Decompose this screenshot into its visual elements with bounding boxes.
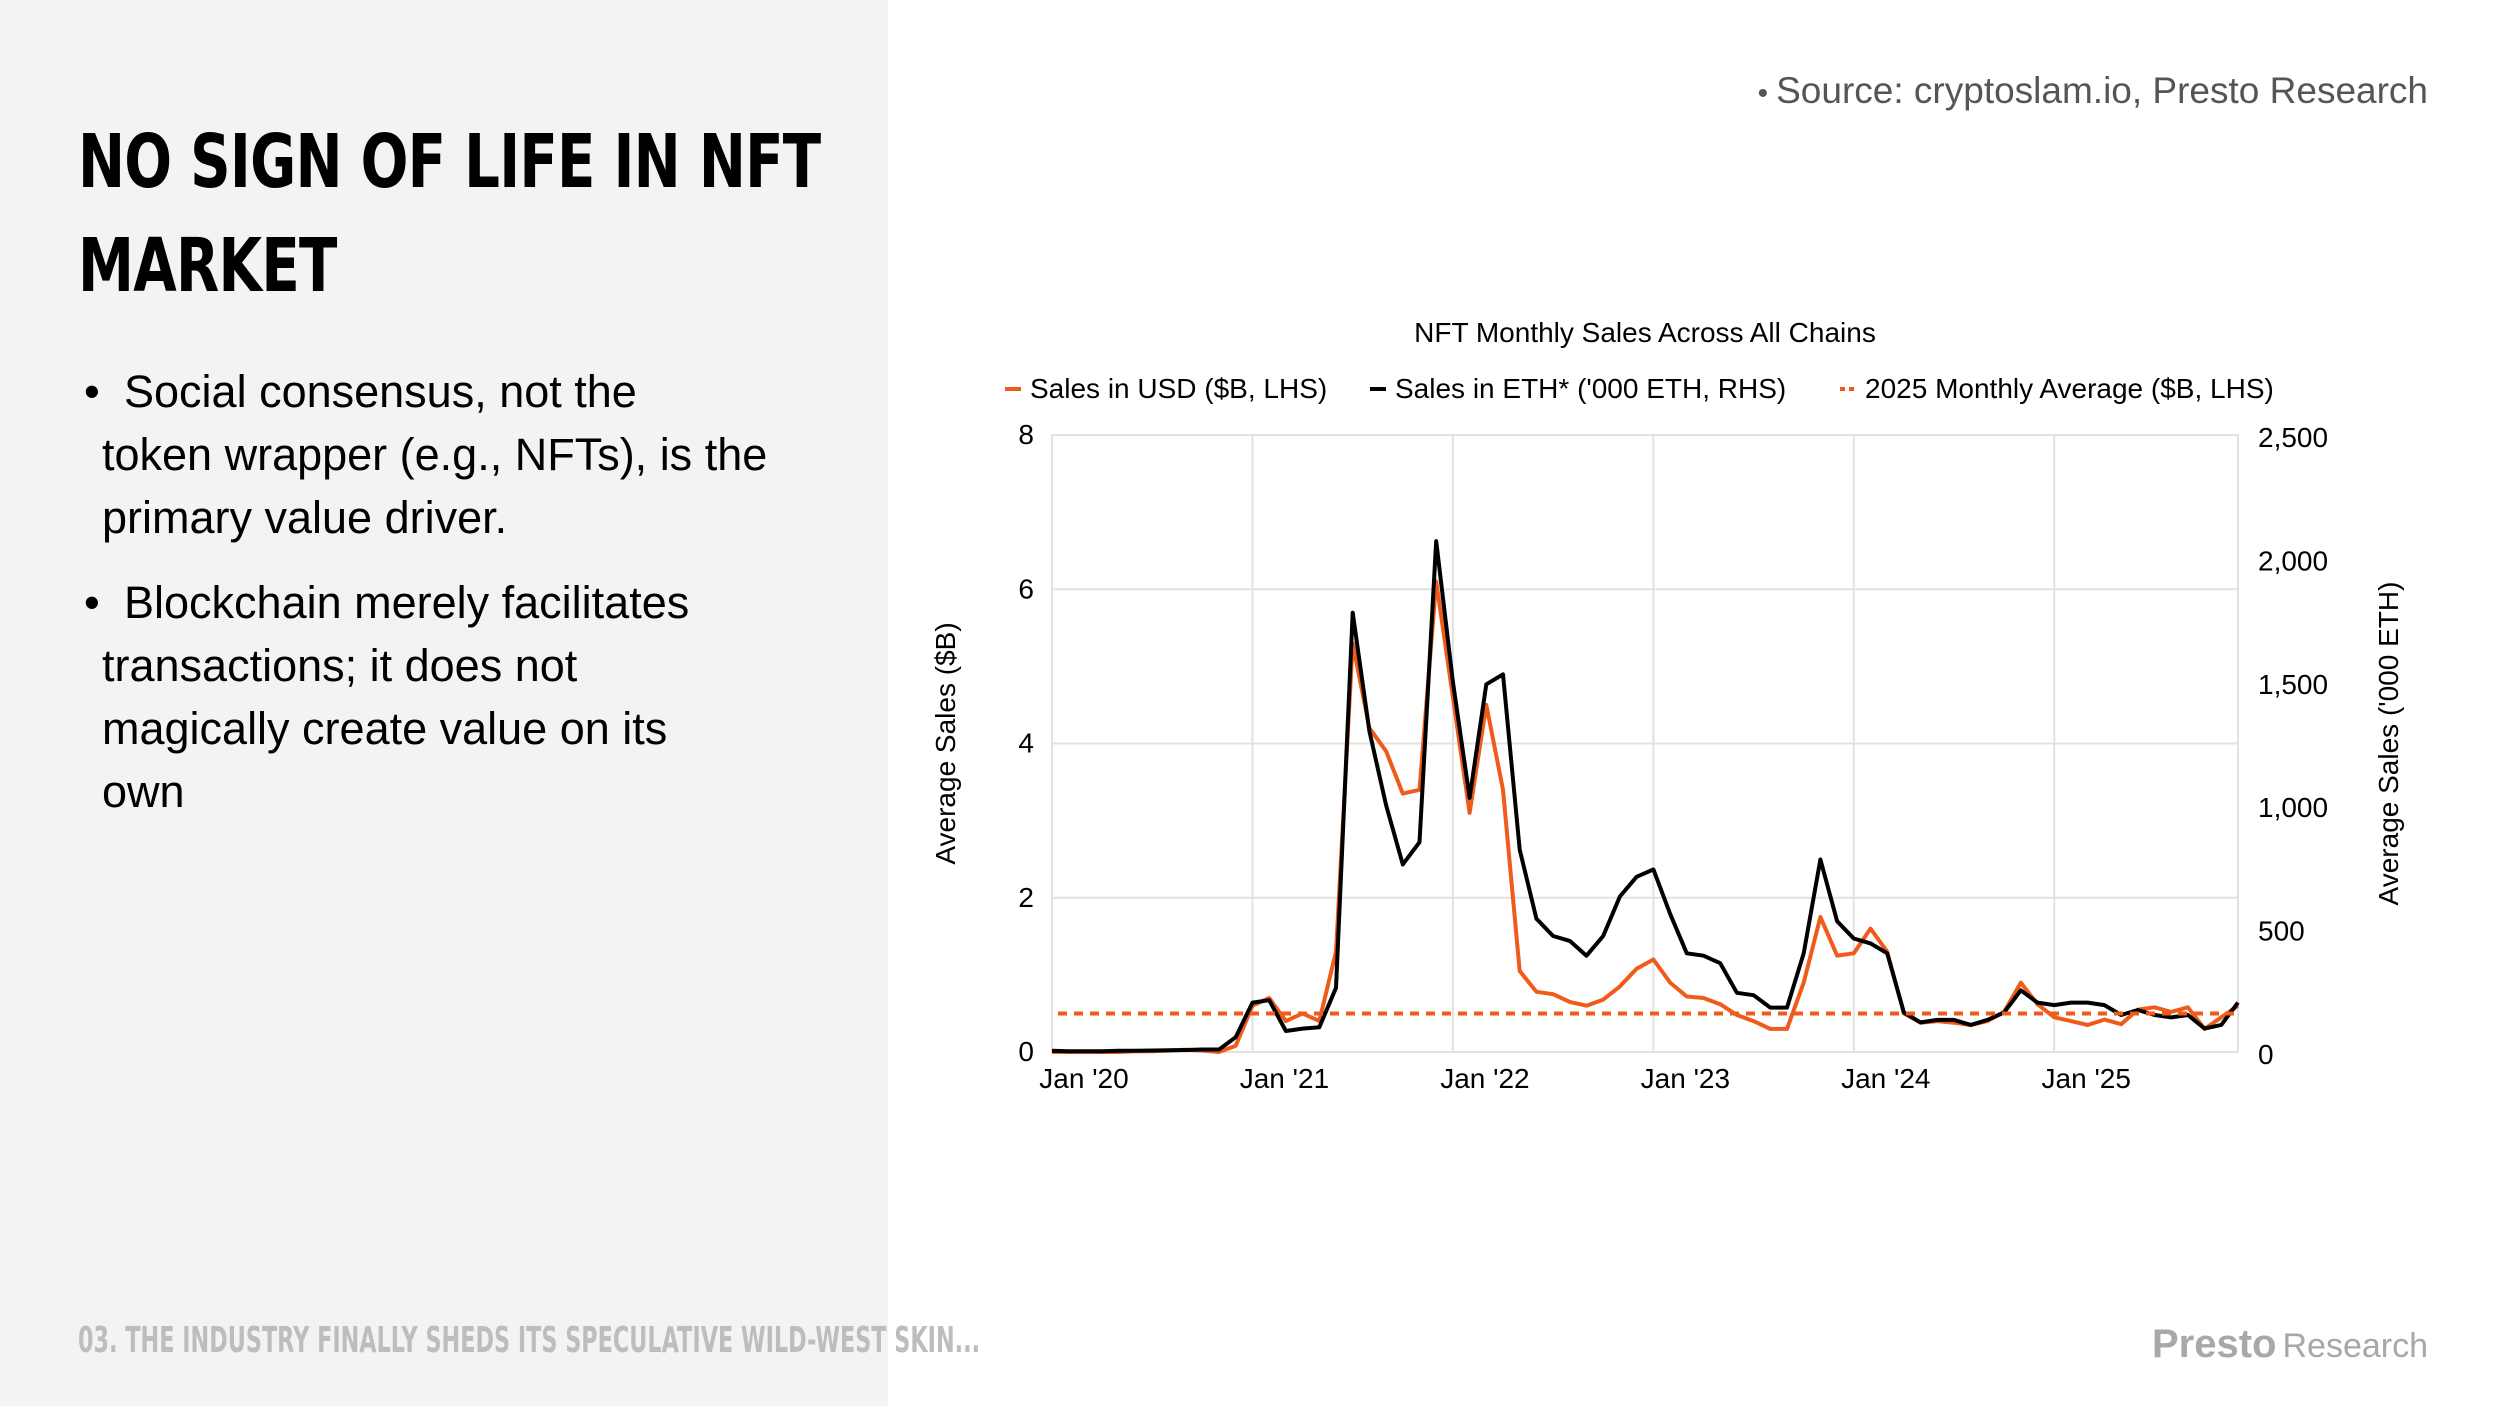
slide-title: NO SIGN OF LIFE IN NFT MARKET [78, 110, 821, 318]
y-tick-label-left: 6 [1018, 573, 1034, 604]
bullet-item: • Blockchain merely facilitates transact… [80, 571, 840, 823]
bullet-dot: • [84, 366, 100, 417]
y-axis-title-right: Average Sales ('000 ETH) [2373, 582, 2404, 906]
y-tick-label-left: 8 [1018, 419, 1034, 450]
y-tick-label-left: 4 [1018, 728, 1034, 759]
footer-section-label: 03. THE INDUSTRY FINALLY SHEDS ITS SPECU… [78, 1320, 981, 1361]
bullet-text: own [102, 766, 185, 817]
x-tick-label: Jan '25 [2042, 1063, 2131, 1094]
x-tick-label: Jan '24 [1841, 1063, 1930, 1094]
logo-sub: Research [2282, 1327, 2428, 1365]
bullet-text: primary value driver. [102, 492, 508, 543]
bullet-text: Blockchain merely facilitates [124, 577, 690, 628]
y-axis-title-left: Average Sales ($B) [930, 622, 961, 864]
legend-label: Sales in ETH* ('000 ETH, RHS) [1395, 373, 1786, 404]
x-tick-label: Jan '23 [1641, 1063, 1730, 1094]
bullet-item: • Social consensus, not the token wrappe… [80, 360, 840, 549]
bullet-text: Social consensus, not the [124, 366, 637, 417]
slide-title-line-2: MARKET [78, 223, 337, 309]
x-tick-label: Jan '21 [1240, 1063, 1329, 1094]
chart-title: NFT Monthly Sales Across All Chains [1414, 317, 1876, 348]
series-line-eth [1051, 539, 2240, 1054]
y-tick-label-right: 1,500 [2258, 669, 2328, 700]
chart-container: NFT Monthly Sales Across All Chains Sales… [900, 300, 2460, 1160]
y-tick-label-right: 2,000 [2258, 545, 2328, 576]
bullet-text: token wrapper (e.g., NFTs), is the [102, 429, 768, 480]
source-text: Source: cryptoslam.io, Presto Research [1776, 70, 2428, 111]
slide-title-line-1: NO SIGN OF LIFE IN NFT [78, 119, 821, 205]
presto-logo: Presto Research [2152, 1322, 2428, 1367]
legend-label: 2025 Monthly Average ($B, LHS) [1865, 373, 2274, 404]
bullet-list: • Social consensus, not the token wrappe… [80, 360, 840, 845]
y-tick-label-right: 2,500 [2258, 422, 2328, 453]
x-tick-label: Jan '20 [1039, 1063, 1128, 1094]
logo-brand: Presto [2151, 1322, 2277, 1366]
y-tick-label-right: 1,000 [2258, 792, 2328, 823]
source-bullet: • [1757, 77, 1769, 110]
source-note: • Source: cryptoslam.io, Presto Research [1758, 70, 2428, 112]
bullet-text: transactions; it does not [102, 640, 578, 691]
nft-sales-chart: NFT Monthly Sales Across All Chains Sales… [930, 317, 2404, 1094]
x-tick-label: Jan '22 [1440, 1063, 1529, 1094]
y-tick-label-left: 0 [1018, 1036, 1034, 1067]
legend-label: Sales in USD ($B, LHS) [1030, 373, 1327, 404]
series-line-usd [1052, 579, 2240, 1054]
bullet-dot: • [84, 577, 100, 628]
y-tick-label-right: 500 [2258, 916, 2305, 947]
y-tick-label-left: 2 [1018, 882, 1034, 913]
y-tick-label-right: 0 [2258, 1039, 2274, 1070]
left-panel: NO SIGN OF LIFE IN NFT MARKET • Social c… [0, 0, 980, 1406]
bullet-text: magically create value on its [102, 703, 668, 754]
